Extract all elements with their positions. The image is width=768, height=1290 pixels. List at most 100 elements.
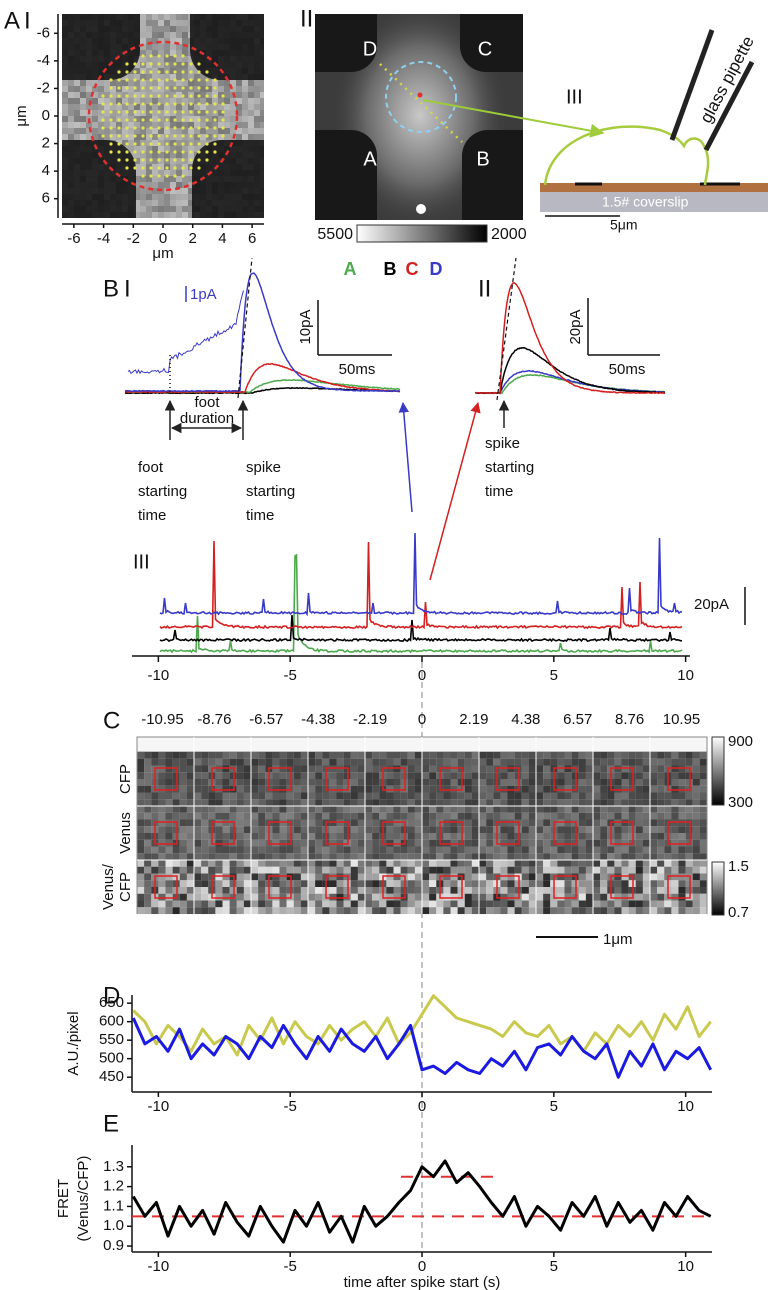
pixel xyxy=(251,826,259,834)
pixel xyxy=(300,839,309,847)
pixel xyxy=(272,819,280,827)
pixel xyxy=(585,785,594,793)
pixel xyxy=(393,785,401,793)
pixel xyxy=(528,819,537,827)
pixel xyxy=(585,779,594,786)
pixel xyxy=(650,887,658,894)
pixel xyxy=(222,792,230,800)
pixel xyxy=(144,752,152,759)
pixel xyxy=(215,785,223,793)
pixel xyxy=(144,893,152,901)
pixel xyxy=(635,907,643,915)
pixel xyxy=(336,779,344,786)
pixel xyxy=(308,758,316,766)
pixel xyxy=(293,866,301,874)
scan-dot xyxy=(133,126,137,130)
pixel xyxy=(671,846,679,854)
pixel xyxy=(151,752,159,759)
pixel xyxy=(165,752,173,759)
pixel xyxy=(486,799,494,807)
pixel xyxy=(140,200,146,206)
pixel xyxy=(621,853,629,861)
pixel xyxy=(486,853,494,861)
pixel xyxy=(134,212,140,218)
pixel xyxy=(315,826,323,834)
pixel xyxy=(514,779,522,786)
pixel xyxy=(179,866,187,874)
y-tick-label: 0.9 xyxy=(103,1237,124,1254)
pixel xyxy=(671,752,679,759)
pixel xyxy=(350,846,358,854)
pixel xyxy=(293,880,301,888)
pixel xyxy=(229,860,237,867)
pixel xyxy=(585,893,594,901)
pixel xyxy=(182,152,188,158)
scan-dot xyxy=(213,94,217,98)
pixel xyxy=(137,792,145,800)
pixel xyxy=(621,887,629,894)
pixel xyxy=(464,900,472,908)
pixel xyxy=(308,880,316,888)
pixel xyxy=(486,819,494,827)
trace xyxy=(159,540,683,630)
pixel xyxy=(635,880,643,888)
pixel xyxy=(692,785,700,793)
pixel xyxy=(144,853,152,861)
pixel xyxy=(215,839,223,847)
pixel xyxy=(464,887,472,894)
pixel xyxy=(300,887,309,894)
scan-dot xyxy=(149,174,153,178)
pixel xyxy=(500,860,508,867)
pixel xyxy=(158,176,164,182)
pixel xyxy=(550,752,558,759)
pixel xyxy=(593,826,601,834)
scan-dot xyxy=(125,102,129,106)
pixel xyxy=(80,86,86,92)
pixel xyxy=(600,779,608,786)
pixel xyxy=(585,758,594,766)
pixel xyxy=(165,873,173,881)
pixel xyxy=(152,206,158,212)
scan-dot xyxy=(141,102,145,106)
pixel xyxy=(176,128,182,134)
pixel xyxy=(80,218,86,224)
pixel xyxy=(379,758,387,766)
pixel xyxy=(258,806,266,813)
pixel xyxy=(678,893,686,901)
pixel xyxy=(158,86,164,92)
pixel xyxy=(98,122,104,128)
pixel xyxy=(357,758,366,766)
pixel xyxy=(429,887,437,894)
pixel xyxy=(486,772,494,780)
pixel xyxy=(642,799,651,807)
pixel xyxy=(493,860,501,867)
pixel xyxy=(429,893,437,901)
pixel xyxy=(336,907,344,915)
pixel xyxy=(158,104,164,110)
pixel xyxy=(158,833,166,840)
scan-dot xyxy=(125,118,129,122)
pixel xyxy=(393,873,401,881)
pixel xyxy=(165,860,173,867)
pixel xyxy=(236,866,244,874)
pixel xyxy=(254,104,260,110)
pixel xyxy=(200,104,206,110)
roi-square xyxy=(553,821,577,845)
pixel xyxy=(158,900,166,908)
scan-dot xyxy=(189,70,193,74)
pixel xyxy=(678,819,686,827)
pixel xyxy=(386,866,394,874)
pixel xyxy=(386,765,394,773)
pixel xyxy=(201,833,209,840)
pixel xyxy=(657,860,665,867)
pixel xyxy=(179,900,187,908)
pixel xyxy=(215,873,223,881)
pixel xyxy=(146,20,152,26)
pixel xyxy=(600,752,608,759)
pixel xyxy=(251,833,259,840)
pixel xyxy=(144,758,152,766)
pixel xyxy=(699,792,708,800)
pixel xyxy=(201,806,209,813)
pixel xyxy=(372,846,380,854)
x-tick-label: 0 xyxy=(418,1258,426,1275)
